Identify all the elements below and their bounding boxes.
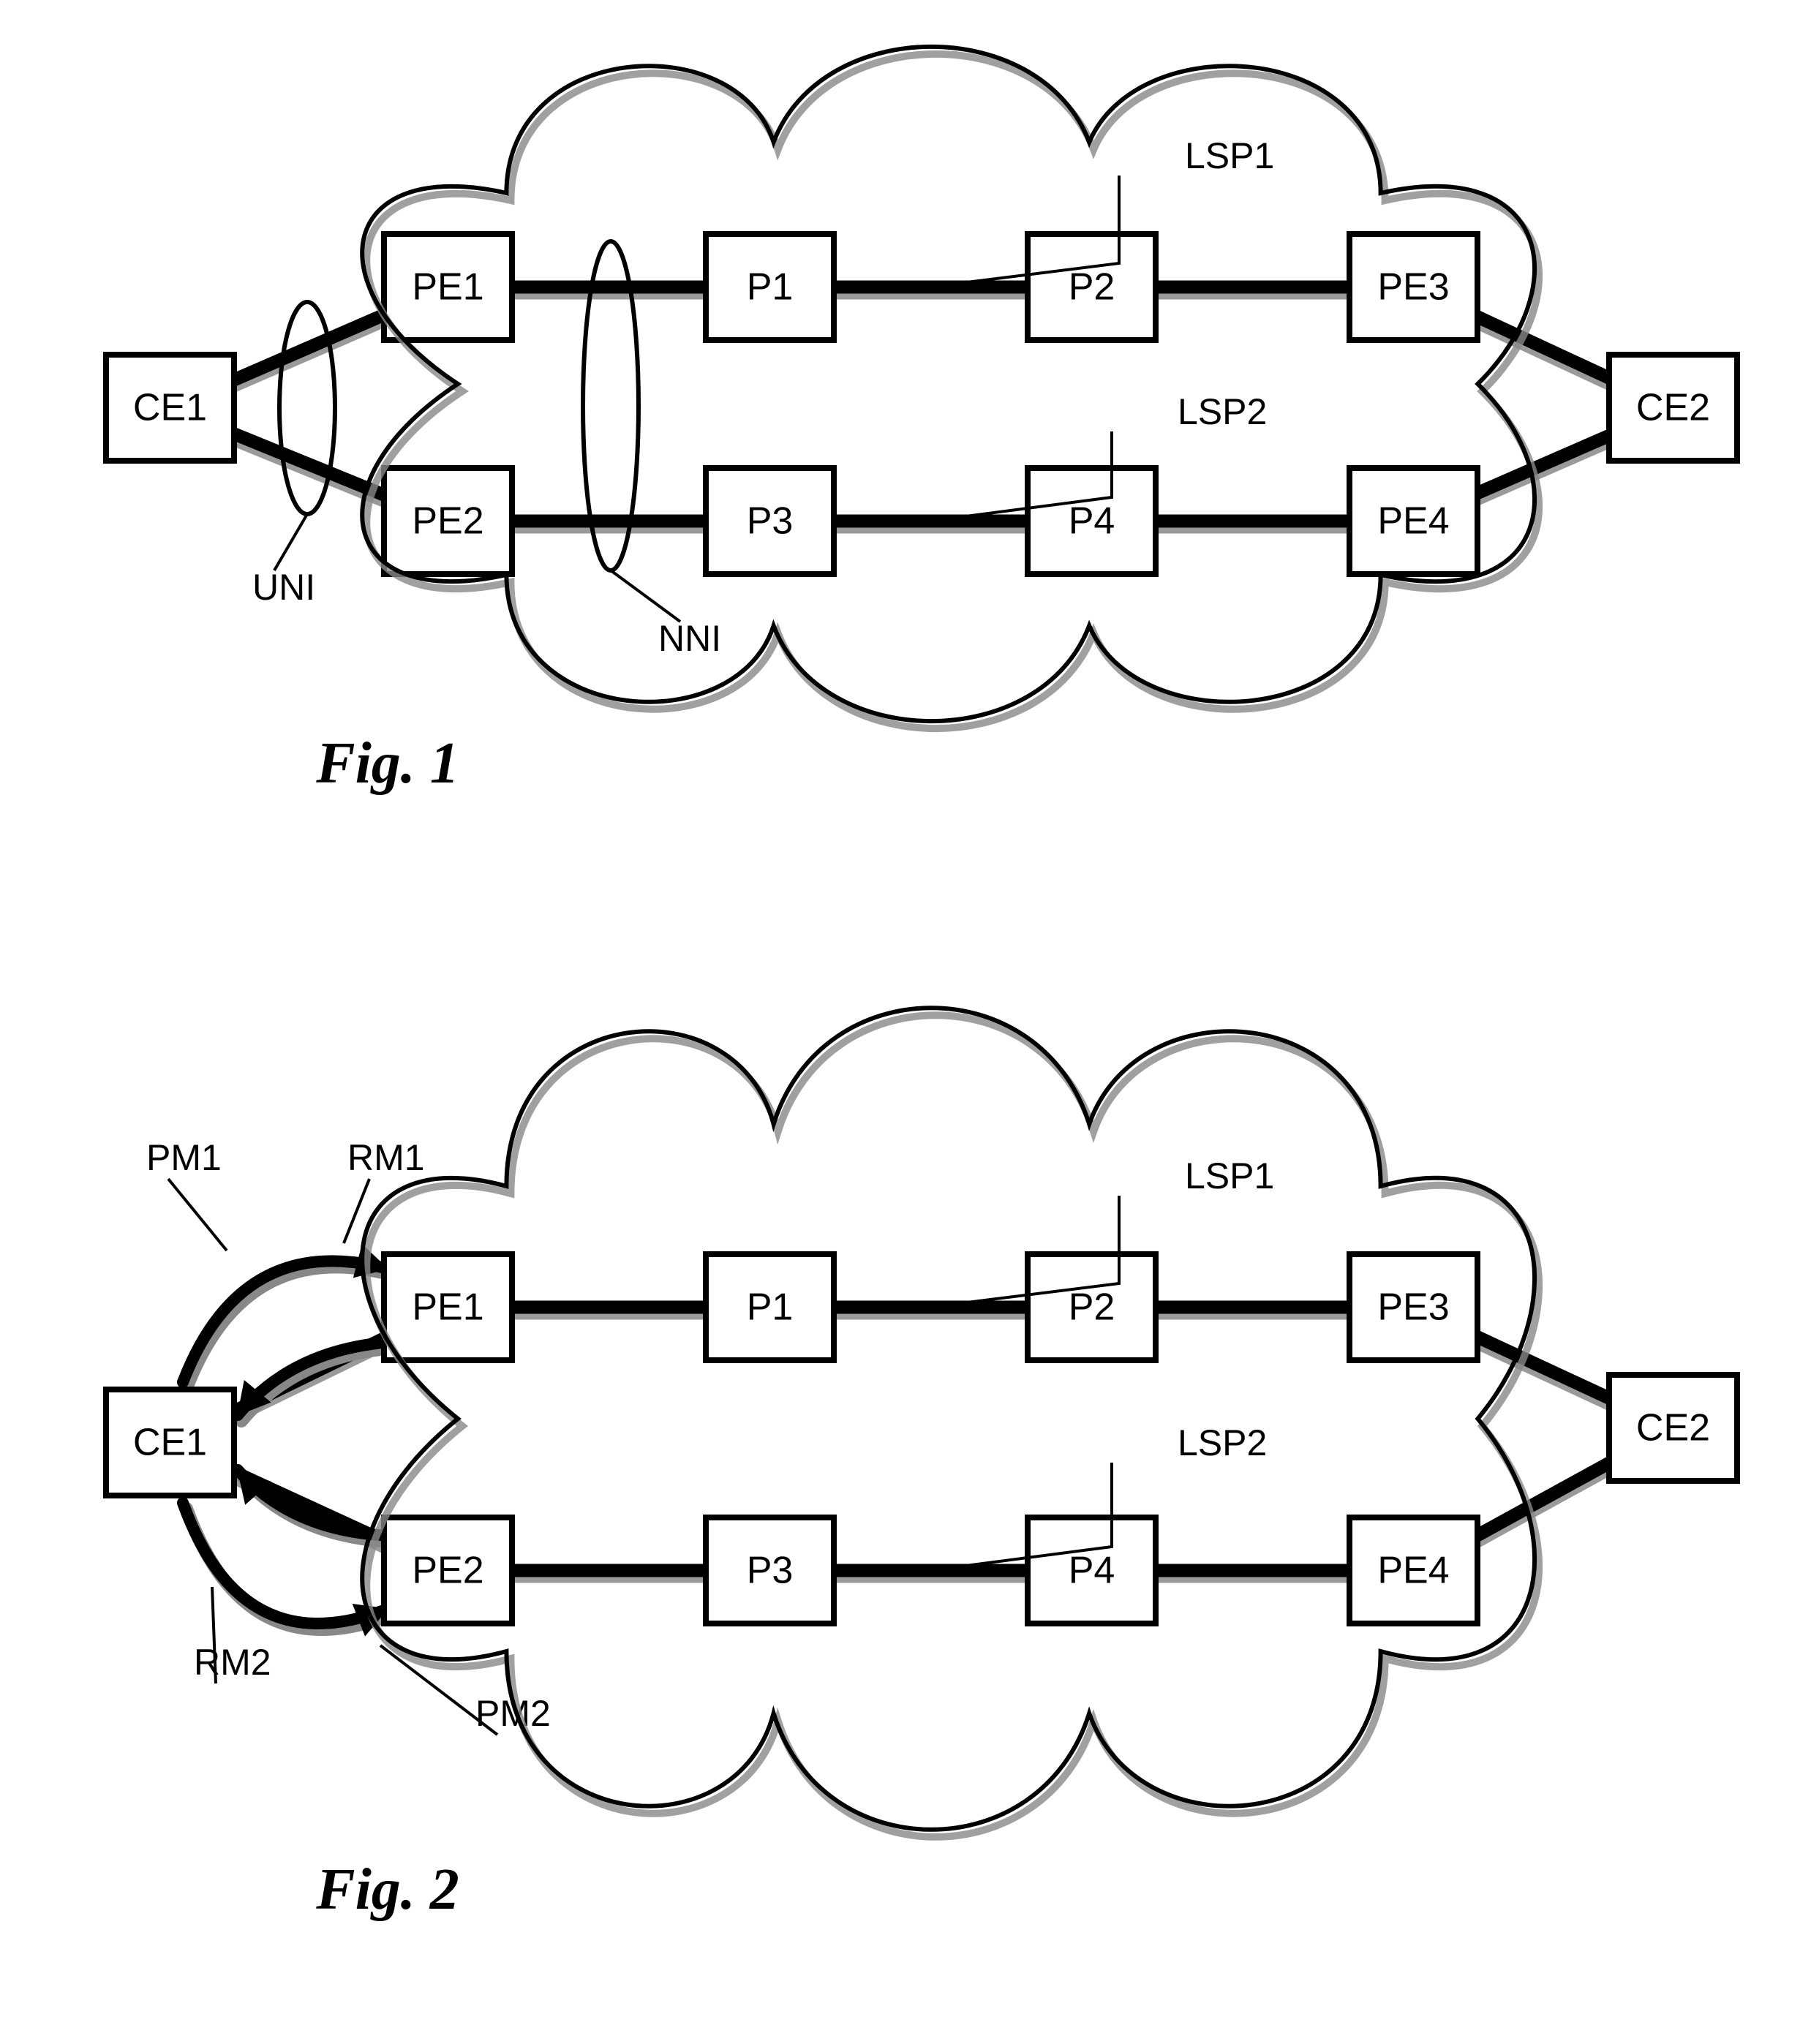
node-label-ce2: CE2 [1636, 387, 1710, 429]
node-p1: P1 [706, 1254, 834, 1360]
node-label-pe1: PE1 [412, 266, 483, 309]
node-ce2: CE2 [1609, 1375, 1737, 1481]
node-pe3: PE3 [1349, 234, 1477, 340]
node-label-p3: P3 [747, 500, 794, 543]
label-rm2: RM2 [194, 1587, 271, 1683]
node-label-pe4: PE4 [1377, 1550, 1449, 1592]
lsp1-label: LSP1 [1185, 135, 1274, 176]
node-label-ce1: CE1 [133, 387, 207, 429]
node-label-pe2: PE2 [412, 1550, 483, 1592]
fig1-cloud [362, 47, 1539, 728]
node-label-p1: P1 [747, 1286, 794, 1329]
node-label-p2: P2 [1069, 1286, 1115, 1329]
nni-marker-label: NNI [658, 618, 721, 659]
fig1-caption: Fig. 1 [315, 731, 459, 796]
node-label-pe2: PE2 [412, 500, 483, 543]
node-p2: P2 [1028, 1254, 1156, 1360]
nni-marker: NNI [583, 241, 721, 659]
node-pe4: PE4 [1349, 468, 1477, 574]
node-label-p1: P1 [747, 266, 794, 309]
node-p2: P2 [1028, 234, 1156, 340]
uni-marker-label: UNI [252, 567, 315, 608]
node-label-ce1: CE1 [133, 1422, 207, 1464]
node-pe4: PE4 [1349, 1517, 1477, 1623]
node-p4: P4 [1028, 468, 1156, 574]
node-pe1: PE1 [384, 1254, 512, 1360]
node-label-p4: P4 [1069, 500, 1115, 543]
label-pm1-text: PM1 [146, 1137, 222, 1178]
node-label-pe4: PE4 [1377, 500, 1449, 543]
node-ce1: CE1 [106, 1389, 234, 1496]
label-rm2-text: RM2 [194, 1642, 271, 1683]
node-pe2: PE2 [384, 468, 512, 574]
label-rm1-text: RM1 [347, 1137, 425, 1178]
node-p3: P3 [706, 468, 834, 574]
node-pe1: PE1 [384, 234, 512, 340]
fig2-caption: Fig. 2 [315, 1858, 459, 1922]
node-p4: P4 [1028, 1517, 1156, 1623]
node-ce2: CE2 [1609, 355, 1737, 461]
node-p3: P3 [706, 1517, 834, 1623]
fig2-lsp2: LSP2 [944, 1422, 1267, 1569]
node-label-ce2: CE2 [1636, 1407, 1710, 1449]
node-label-p2: P2 [1069, 266, 1115, 309]
node-label-pe3: PE3 [1377, 1286, 1449, 1329]
svg-root: UNI NNI CE1 CE2 PE1 P1 P2 PE3 PE2 P3 P4 PE4 LSP1 LSP2… [0, 0, 1811, 2044]
diagram-canvas: UNI NNI CE1 CE2 PE1 P1 P2 PE3 PE2 P3 P4 PE4 LSP1 LSP2… [0, 0, 1811, 2044]
node-label-p3: P3 [747, 1550, 794, 1592]
fig2-lsp2-label: LSP2 [1178, 1422, 1267, 1463]
node-p1: P1 [706, 234, 834, 340]
fig2-lsp1-label: LSP1 [1185, 1155, 1274, 1196]
node-pe3: PE3 [1349, 1254, 1477, 1360]
label-pm1: PM1 [146, 1137, 227, 1251]
node-label-pe3: PE3 [1377, 266, 1449, 309]
node-pe2: PE2 [384, 1517, 512, 1623]
node-label-p4: P4 [1069, 1550, 1115, 1592]
lsp2-label: LSP2 [1178, 391, 1267, 432]
node-label-pe1: PE1 [412, 1286, 483, 1329]
node-ce1: CE1 [106, 355, 234, 461]
